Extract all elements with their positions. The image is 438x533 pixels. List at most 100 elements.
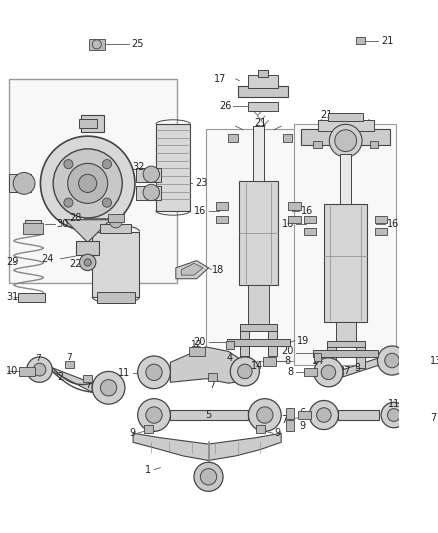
Bar bbox=[370, 141, 378, 148]
Bar bbox=[237, 86, 287, 97]
Bar bbox=[170, 409, 248, 421]
Circle shape bbox=[33, 364, 46, 376]
Text: 31: 31 bbox=[6, 292, 18, 302]
Bar bbox=[313, 350, 378, 357]
Bar bbox=[83, 375, 92, 382]
Bar bbox=[375, 216, 387, 223]
Bar bbox=[9, 174, 32, 192]
Bar bbox=[248, 75, 278, 88]
Bar bbox=[216, 216, 229, 223]
Polygon shape bbox=[343, 358, 379, 377]
Bar bbox=[336, 322, 356, 345]
Circle shape bbox=[388, 409, 400, 422]
Bar bbox=[156, 124, 191, 211]
Text: 7: 7 bbox=[209, 381, 215, 390]
Bar bbox=[76, 240, 99, 255]
Bar bbox=[327, 345, 336, 368]
Text: 14: 14 bbox=[312, 357, 324, 366]
Bar bbox=[324, 204, 367, 322]
Text: 16: 16 bbox=[282, 219, 294, 229]
Circle shape bbox=[53, 149, 122, 218]
Text: 6: 6 bbox=[299, 408, 305, 418]
Bar bbox=[286, 421, 294, 431]
Circle shape bbox=[40, 136, 135, 231]
Circle shape bbox=[102, 159, 112, 168]
Bar bbox=[25, 220, 41, 229]
Circle shape bbox=[321, 365, 336, 379]
Bar bbox=[375, 228, 387, 235]
Text: 30: 30 bbox=[56, 219, 68, 229]
Text: 7: 7 bbox=[281, 415, 287, 425]
Bar bbox=[23, 223, 43, 234]
Bar bbox=[100, 224, 131, 233]
Text: 24: 24 bbox=[42, 254, 54, 264]
Bar bbox=[268, 329, 277, 356]
Bar bbox=[314, 353, 321, 360]
Circle shape bbox=[138, 399, 170, 431]
Text: 7: 7 bbox=[67, 353, 72, 362]
Bar bbox=[401, 411, 419, 419]
Bar bbox=[304, 368, 317, 376]
Text: 18: 18 bbox=[212, 265, 224, 274]
Circle shape bbox=[143, 184, 159, 200]
Bar bbox=[136, 168, 161, 182]
Bar bbox=[136, 186, 161, 200]
Text: 21: 21 bbox=[381, 36, 393, 46]
Bar bbox=[301, 129, 390, 145]
Text: 8: 8 bbox=[288, 367, 294, 377]
Text: 13: 13 bbox=[430, 356, 438, 366]
Bar bbox=[97, 293, 135, 303]
Circle shape bbox=[230, 357, 259, 386]
Text: 19: 19 bbox=[297, 336, 309, 345]
Text: 23: 23 bbox=[195, 179, 207, 188]
Text: 15: 15 bbox=[187, 263, 199, 273]
Polygon shape bbox=[176, 261, 208, 279]
Text: 16: 16 bbox=[387, 219, 399, 229]
Text: 10: 10 bbox=[6, 366, 18, 376]
Circle shape bbox=[314, 358, 343, 387]
Bar bbox=[229, 134, 237, 142]
Circle shape bbox=[102, 198, 112, 207]
Text: 25: 25 bbox=[131, 39, 144, 50]
Text: 1: 1 bbox=[145, 465, 151, 474]
Bar bbox=[144, 425, 153, 433]
Text: 14: 14 bbox=[251, 361, 263, 371]
Bar bbox=[216, 203, 229, 209]
Bar bbox=[188, 348, 205, 356]
Bar bbox=[256, 425, 265, 433]
Circle shape bbox=[78, 174, 97, 192]
Bar bbox=[226, 341, 234, 349]
Text: 9: 9 bbox=[130, 428, 136, 438]
Bar bbox=[304, 228, 316, 235]
Bar bbox=[283, 134, 292, 142]
Text: 9: 9 bbox=[299, 421, 305, 431]
Circle shape bbox=[194, 462, 223, 491]
Circle shape bbox=[248, 399, 281, 431]
Circle shape bbox=[92, 372, 125, 404]
Circle shape bbox=[257, 407, 273, 423]
Bar bbox=[247, 285, 269, 329]
Bar bbox=[78, 119, 97, 128]
Text: 2: 2 bbox=[57, 372, 64, 382]
Bar bbox=[253, 126, 264, 181]
Bar bbox=[65, 360, 74, 368]
Polygon shape bbox=[65, 220, 110, 243]
Circle shape bbox=[146, 407, 162, 423]
Circle shape bbox=[378, 346, 406, 375]
Text: 7: 7 bbox=[35, 354, 41, 363]
Text: 32: 32 bbox=[133, 162, 145, 172]
Circle shape bbox=[237, 364, 252, 378]
Circle shape bbox=[146, 364, 162, 381]
Bar bbox=[227, 338, 290, 346]
Circle shape bbox=[138, 356, 170, 389]
Bar bbox=[92, 231, 139, 297]
Bar bbox=[240, 324, 277, 332]
Bar bbox=[340, 155, 351, 204]
Text: 20: 20 bbox=[282, 346, 294, 357]
Bar bbox=[240, 181, 278, 285]
Circle shape bbox=[84, 259, 91, 266]
Bar bbox=[19, 367, 35, 376]
Text: 27: 27 bbox=[339, 366, 351, 376]
Bar bbox=[81, 115, 104, 132]
Text: 21: 21 bbox=[254, 117, 266, 127]
